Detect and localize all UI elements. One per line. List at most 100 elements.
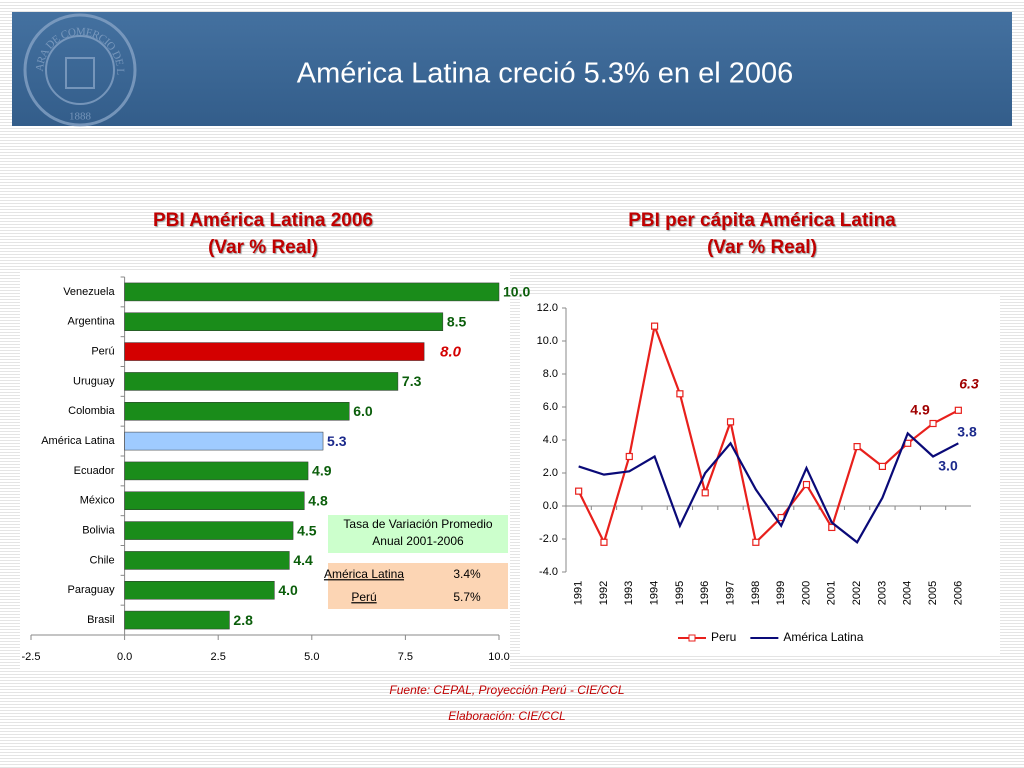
value-label: 4.0 [278,582,298,598]
value-label: 8.0 [440,344,462,361]
plot-background [520,295,1000,655]
value-label: 10.0 [503,284,530,300]
y-tick-label: México [80,495,115,507]
legend-marker [688,634,696,642]
line-marker [600,538,608,546]
y-tick-label: Venezuela [63,286,115,298]
x-tick-label: 1994 [649,581,661,605]
chart-title: PBI América Latina 2006 [153,210,373,231]
x-tick-label: 2000 [800,581,812,605]
y-tick-label: Uruguay [73,375,115,387]
annotation: 3.8 [957,424,977,440]
y-tick-label: Argentina [68,316,116,328]
chart-subtitle: (Var % Real) [208,237,318,258]
bar [124,610,230,630]
line-marker [853,443,861,451]
legend-label: Peru [711,630,736,644]
x-tick-label: 1996 [699,581,711,605]
annotation: 6.3 [959,376,979,392]
y-tick-label: -2.0 [539,533,558,545]
chart-subtitle: (Var % Real) [707,237,817,258]
bar [124,431,324,451]
x-tick-label: 1991 [573,581,585,605]
page-title: América Latina creció 5.3% en el 2006 [297,58,794,90]
line-marker [954,406,962,414]
y-tick-label: Colombia [68,405,115,417]
value-label: 4.4 [293,552,313,568]
source-note: Fuente: CEPAL, Proyección Perú - CIE/CCL [389,683,624,697]
x-tick-label: 2.5 [211,651,226,663]
x-tick-label: 1998 [750,581,762,605]
bar [124,581,275,600]
bar [124,491,305,510]
y-tick-label: Bolivia [82,524,115,536]
y-tick-label: 8.0 [543,368,558,380]
x-tick-label: 2004 [902,581,914,605]
table-cell: Perú [351,590,376,604]
table-cell: América Latina [324,567,404,581]
line-marker [650,322,659,330]
value-label: 7.3 [402,373,422,389]
value-label: 4.8 [308,492,328,508]
value-label: 8.5 [447,313,467,329]
line-series [578,431,959,544]
table-body [328,563,508,609]
x-tick-label: 2003 [876,581,888,605]
bar [124,461,309,481]
logo-shield [65,57,95,89]
value-label: 4.9 [312,463,332,479]
y-tick-label: Ecuador [74,465,115,477]
y-tick-label: 0.0 [543,500,558,512]
line-marker [878,462,887,470]
annotation: 4.9 [910,402,930,418]
bar [124,372,399,391]
x-tick-label: 1997 [724,581,736,605]
bar [124,551,290,570]
x-tick-label: 2005 [927,581,939,605]
line-marker [726,418,735,426]
source-note: Elaboración: CIE/CCL [448,709,565,723]
line-marker [575,487,583,495]
logo-year: 1888 [69,111,92,123]
x-tick-label: -2.5 [22,651,41,663]
value-label: 5.3 [327,433,347,449]
y-tick-label: Chile [90,554,115,566]
bar [124,312,444,331]
logo-inner-ring [45,35,115,105]
x-tick-label: 2002 [851,581,863,605]
value-label: 4.5 [297,522,317,538]
x-tick-label: 0.0 [117,651,132,663]
bar [124,521,294,540]
line-marker [625,452,633,461]
line-series [577,322,959,546]
x-tick-label: 2001 [826,581,838,605]
line-marker [752,538,760,546]
line-marker [676,390,684,398]
y-tick-label: 2.0 [543,467,558,479]
bar [124,402,350,421]
y-tick-label: 10.0 [537,335,558,347]
table-header-cell [328,515,508,553]
annotation: 3.0 [938,458,958,474]
x-tick-label: 1999 [775,581,787,605]
bar [124,342,425,361]
value-label-box [426,339,485,364]
table-title-box: Tasa de Variación Promedio Anual 2001-20… [343,517,493,548]
y-tick-label: -4.0 [539,566,558,578]
x-tick-label: 10.0 [488,651,509,663]
x-tick-label: 1995 [674,581,686,605]
y-tick-label: 6.0 [543,401,558,413]
x-tick-label: 2006 [952,581,964,605]
y-tick-label: 4.0 [543,434,558,446]
value-label: 6.0 [353,403,373,419]
y-tick-label: 12.0 [537,302,558,314]
line-marker [929,419,937,428]
line-marker [828,523,836,532]
table-title: Tasa de Variación Promedio Anual 2001-20… [343,517,493,548]
summary-table [328,515,508,609]
x-tick-label: 7.5 [398,651,413,663]
value-label: 2.8 [233,612,253,628]
y-tick-label: Brasil [87,614,115,626]
